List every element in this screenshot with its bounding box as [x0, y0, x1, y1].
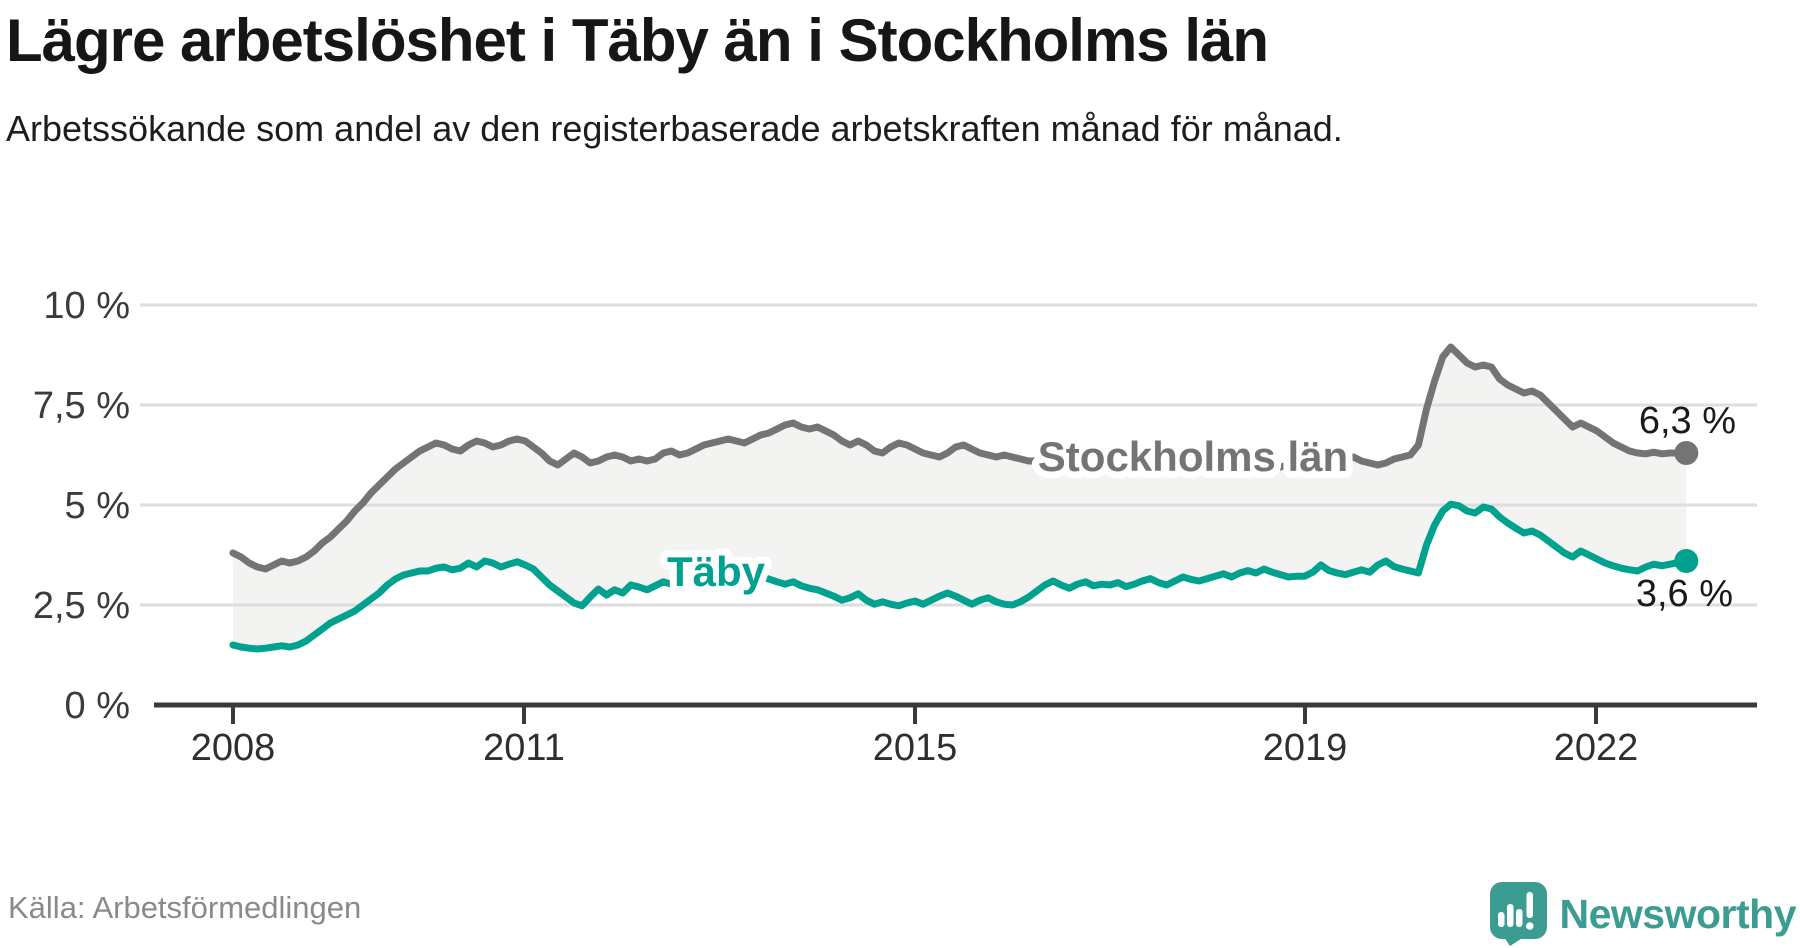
x-axis-label-2022: 2022 — [1554, 727, 1639, 769]
x-axis-label-2008: 2008 — [191, 727, 276, 769]
chart-subtitle: Arbetssökande som andel av den registerb… — [6, 108, 1343, 149]
line-stockholms-lan — [229, 343, 1690, 573]
chart-header: Lägre arbetslöshet i Täby än i Stockholm… — [6, 8, 1526, 156]
x-axis-labels: 2008 2011 2015 2019 2022 — [191, 727, 1639, 769]
x-axis-label-2019: 2019 — [1263, 727, 1348, 769]
y-axis-label-2-5: 2,5 % — [33, 585, 130, 627]
y-axis-label-7-5: 7,5 % — [33, 385, 130, 427]
y-axis-labels: 10 % 7,5 % 5 % 2,5 % 0 % — [33, 285, 130, 727]
end-value-taby: 3,6 % — [1636, 573, 1733, 615]
exclamation-icon — [1526, 892, 1533, 918]
gridlines — [140, 303, 1757, 607]
source-note: Källa: Arbetsförmedlingen — [8, 890, 362, 925]
y-axis-label-10: 10 % — [43, 285, 130, 327]
newsworthy-logo: Newsworthy — [1489, 882, 1797, 946]
series-band-fill — [233, 347, 1687, 649]
x-axis — [154, 702, 1757, 724]
newsworthy-wordmark: Newsworthy — [1559, 890, 1797, 937]
line-taby — [229, 500, 1690, 653]
end-value-stockholms-lan: 6,3 % — [1639, 400, 1736, 442]
x-axis-label-2011: 2011 — [483, 727, 565, 769]
series-label-stockholms-lan: Stockholms län — [1038, 433, 1348, 480]
bar-chart-icon — [1497, 912, 1504, 927]
y-axis-label-0: 0 % — [65, 685, 130, 727]
page-title: Lägre arbetslöshet i Täby än i Stockholm… — [6, 7, 1269, 74]
x-axis-label-2015: 2015 — [873, 727, 958, 769]
y-axis-label-5: 5 % — [65, 485, 130, 527]
series-label-taby: Täby — [667, 548, 766, 595]
end-dot-stockholms-lan — [1674, 441, 1699, 465]
end-dot-taby — [1674, 549, 1699, 573]
newsworthy-speech-bubble-icon — [1489, 882, 1547, 946]
